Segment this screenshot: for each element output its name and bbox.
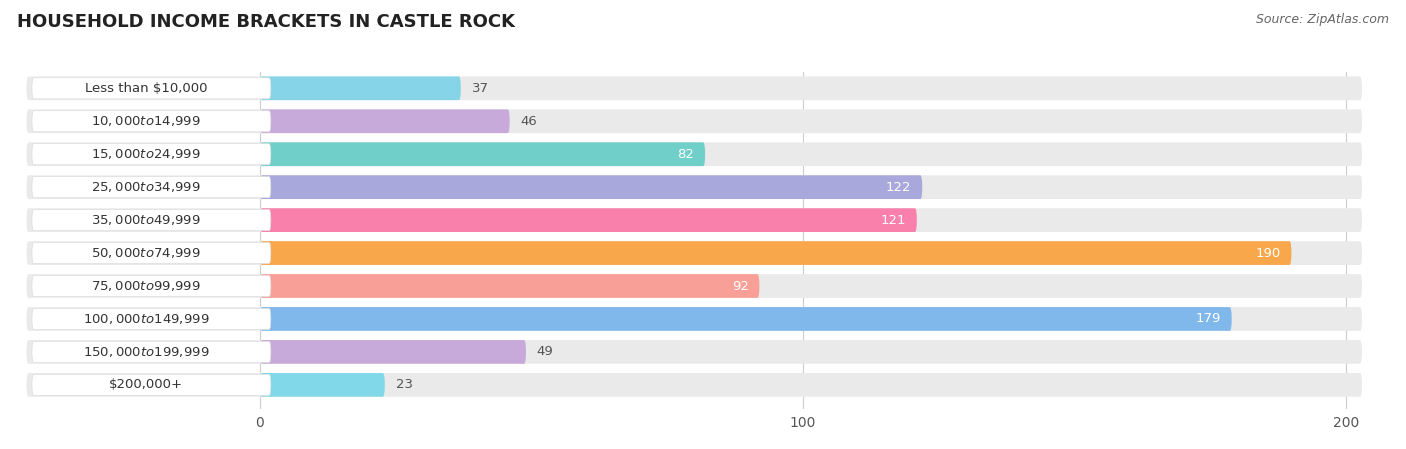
Text: $25,000 to $34,999: $25,000 to $34,999 [91, 180, 201, 194]
FancyBboxPatch shape [32, 341, 271, 362]
Text: $100,000 to $149,999: $100,000 to $149,999 [83, 312, 209, 326]
FancyBboxPatch shape [32, 276, 271, 296]
Text: 82: 82 [678, 148, 695, 161]
Text: 179: 179 [1195, 313, 1220, 326]
Text: 122: 122 [886, 180, 911, 194]
Text: 190: 190 [1256, 247, 1281, 260]
Text: Less than $10,000: Less than $10,000 [84, 82, 207, 95]
FancyBboxPatch shape [260, 307, 1232, 331]
FancyBboxPatch shape [27, 340, 1362, 364]
Text: $200,000+: $200,000+ [108, 379, 183, 392]
FancyBboxPatch shape [32, 144, 271, 165]
FancyBboxPatch shape [27, 208, 1362, 232]
FancyBboxPatch shape [260, 76, 461, 100]
FancyBboxPatch shape [260, 175, 922, 199]
Text: $10,000 to $14,999: $10,000 to $14,999 [91, 114, 201, 128]
FancyBboxPatch shape [27, 241, 1362, 265]
FancyBboxPatch shape [32, 176, 271, 198]
Text: 23: 23 [395, 379, 413, 392]
FancyBboxPatch shape [32, 78, 271, 99]
FancyBboxPatch shape [260, 142, 704, 166]
FancyBboxPatch shape [27, 142, 1362, 166]
FancyBboxPatch shape [260, 241, 1291, 265]
FancyBboxPatch shape [260, 110, 509, 133]
FancyBboxPatch shape [32, 308, 271, 330]
FancyBboxPatch shape [260, 274, 759, 298]
Text: HOUSEHOLD INCOME BRACKETS IN CASTLE ROCK: HOUSEHOLD INCOME BRACKETS IN CASTLE ROCK [17, 13, 515, 31]
FancyBboxPatch shape [27, 175, 1362, 199]
FancyBboxPatch shape [27, 76, 1362, 100]
Text: 37: 37 [471, 82, 489, 95]
FancyBboxPatch shape [32, 111, 271, 132]
Text: $50,000 to $74,999: $50,000 to $74,999 [91, 246, 201, 260]
FancyBboxPatch shape [27, 274, 1362, 298]
FancyBboxPatch shape [32, 242, 271, 264]
FancyBboxPatch shape [260, 373, 385, 397]
Text: $75,000 to $99,999: $75,000 to $99,999 [91, 279, 201, 293]
Text: $150,000 to $199,999: $150,000 to $199,999 [83, 345, 209, 359]
FancyBboxPatch shape [27, 307, 1362, 331]
FancyBboxPatch shape [32, 210, 271, 231]
FancyBboxPatch shape [260, 340, 526, 364]
Text: Source: ZipAtlas.com: Source: ZipAtlas.com [1256, 13, 1389, 26]
Text: 49: 49 [537, 345, 554, 358]
FancyBboxPatch shape [27, 373, 1362, 397]
Text: $15,000 to $24,999: $15,000 to $24,999 [91, 147, 201, 161]
FancyBboxPatch shape [260, 208, 917, 232]
FancyBboxPatch shape [32, 374, 271, 396]
Text: 46: 46 [520, 115, 537, 128]
Text: 121: 121 [880, 214, 905, 227]
Text: 92: 92 [731, 280, 748, 292]
FancyBboxPatch shape [27, 110, 1362, 133]
Text: $35,000 to $49,999: $35,000 to $49,999 [91, 213, 201, 227]
